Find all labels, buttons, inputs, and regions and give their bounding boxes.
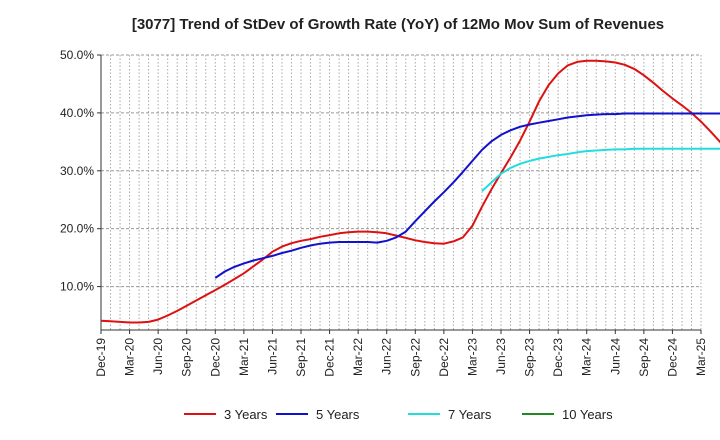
series-line-3-years (100, 59, 720, 324)
x-tick-label: Dec-21 (323, 338, 337, 377)
x-tick-label: Jun-23 (494, 338, 508, 375)
y-tick-label: 50.0% (60, 48, 94, 62)
vertical-gridlines (110, 55, 702, 330)
y-tick-label: 30.0% (60, 164, 94, 178)
x-tick-label: Jun-20 (151, 338, 165, 375)
series-line-5-years (214, 112, 720, 279)
series-line-7-years (481, 147, 720, 192)
x-axis-ticks: Dec-19 Mar-20 Jun-20 Sep-20 Dec-20 Mar-21 Jun-… (94, 330, 708, 377)
x-tick-label: Dec-24 (665, 338, 679, 377)
y-axis-ticks: 10.0% 20.0% 30.0% 40.0% 50.0% (60, 48, 101, 294)
legend-label-5-years: 5 Years (316, 407, 360, 422)
x-tick-label: Sep-24 (637, 338, 651, 377)
legend-label-3-years: 3 Years (224, 407, 268, 422)
x-tick-label: Sep-21 (294, 338, 308, 377)
legend-label-7-years: 7 Years (448, 407, 492, 422)
x-tick-label: Mar-23 (465, 338, 479, 376)
x-tick-label: Sep-22 (408, 338, 422, 377)
x-tick-label: Dec-22 (437, 338, 451, 377)
x-tick-label: Jun-22 (380, 338, 394, 375)
legend-label-10-years: 10 Years (562, 407, 613, 422)
legend: 3 Years 5 Years 7 Years 10 Years (184, 407, 613, 422)
x-tick-label: Mar-25 (694, 338, 708, 376)
chart-title: [3077] Trend of StDev of Growth Rate (Yo… (132, 16, 664, 33)
x-tick-label: Dec-20 (208, 338, 222, 377)
x-tick-label: Dec-23 (551, 338, 565, 377)
x-tick-label: Dec-19 (94, 338, 108, 377)
x-tick-label: Mar-21 (237, 338, 251, 376)
x-tick-label: Sep-23 (523, 338, 537, 377)
x-tick-label: Sep-20 (180, 338, 194, 377)
x-tick-label: Jun-21 (265, 338, 279, 375)
x-tick-label: Mar-24 (580, 338, 594, 376)
x-tick-label: Mar-20 (123, 338, 137, 376)
x-tick-label: Mar-22 (351, 338, 365, 376)
y-tick-label: 40.0% (60, 106, 94, 120)
series-lines (100, 59, 720, 324)
horizontal-gridlines (101, 54, 701, 288)
y-tick-label: 10.0% (60, 280, 94, 294)
plot-area (101, 55, 701, 330)
x-tick-label: Jun-24 (608, 338, 622, 375)
y-tick-label: 20.0% (60, 222, 94, 236)
